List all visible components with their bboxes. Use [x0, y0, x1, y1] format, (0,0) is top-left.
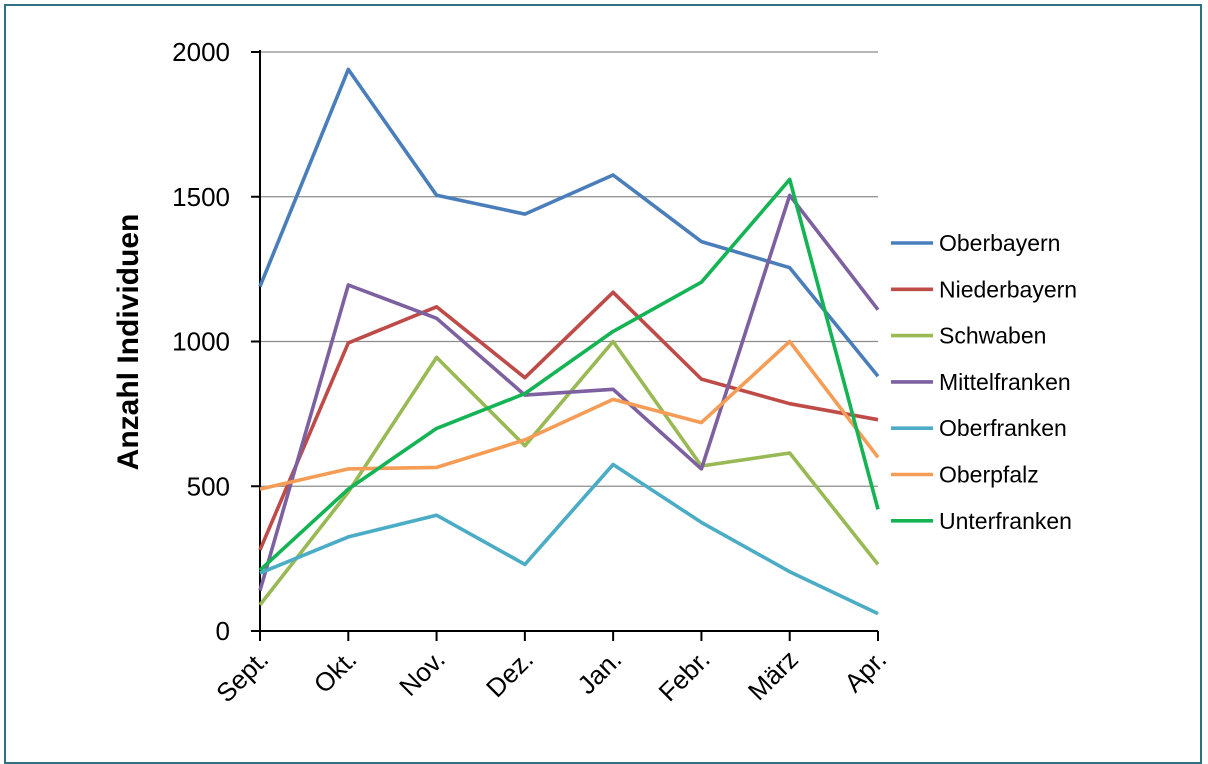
y-tick-labels: 0 500 1000 1500 2000: [172, 37, 230, 646]
x-tick-label: März: [742, 644, 804, 706]
x-tick-label: Nov.: [393, 644, 451, 702]
legend-label: Unterfranken: [939, 508, 1072, 534]
series-line-oberfranken: [259, 462, 879, 616]
series-line-niederbayern: [258, 290, 879, 551]
series-line-oberpfalz: [259, 339, 880, 491]
y-tick-label: 2000: [172, 37, 230, 67]
x-tick-labels: Sept. Okt. Nov. Dez. Jan. Febr. März Apr.: [210, 644, 892, 708]
legend-label: Oberbayern: [939, 230, 1060, 256]
series-line-schwaben: [258, 339, 880, 607]
series-line-unterfranken: [258, 177, 880, 572]
axes: [251, 50, 879, 641]
y-tick-label: 1500: [172, 182, 230, 212]
legend-label: Mittelfranken: [939, 369, 1071, 395]
gridlines: [260, 51, 878, 487]
chart-frame: [4, 4, 1202, 764]
x-tick-label: Okt.: [308, 644, 363, 699]
x-tick-label: Febr.: [653, 644, 716, 707]
y-tick-label: 1000: [172, 327, 230, 357]
y-tick-label: 0: [216, 616, 230, 646]
legend-label: Oberfranken: [939, 415, 1067, 441]
legend-label: Niederbayern: [939, 276, 1077, 302]
x-tick-label: Jan.: [571, 644, 627, 700]
x-tick-label: Sept.: [210, 644, 274, 708]
x-tick-label: Dez.: [480, 644, 539, 703]
legend-label: Schwaben: [939, 323, 1046, 349]
legend-label: Oberpfalz: [939, 462, 1039, 488]
series-line-oberbayern: [258, 67, 880, 378]
series-lines: [258, 67, 880, 616]
x-tick-label: Apr.: [838, 644, 892, 698]
y-tick-label: 500: [187, 471, 230, 501]
y-axis-label: Anzahl Individuen: [112, 214, 145, 471]
series-line-mittelfranken: [258, 193, 880, 591]
legend: Oberbayern Niederbayern Schwaben Mittelfran…: [891, 230, 1077, 534]
